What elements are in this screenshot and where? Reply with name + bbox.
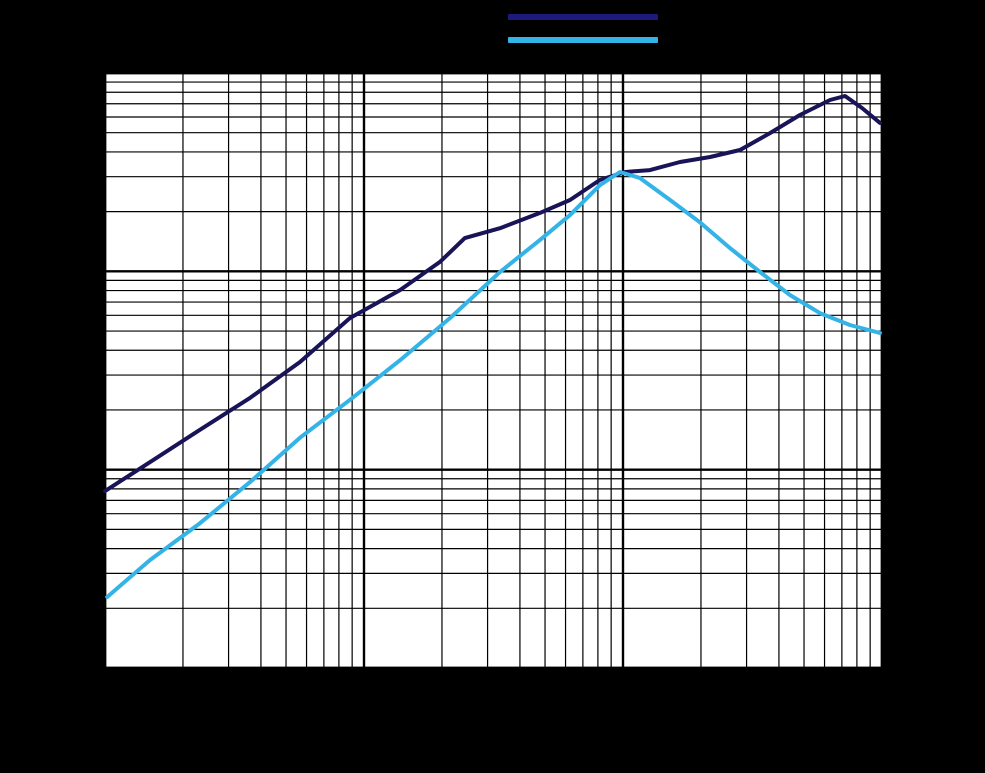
- legend-item-dark-navy: [508, 14, 668, 20]
- plot-border: [103, 71, 884, 670]
- series-line-dark-navy: [103, 94, 882, 494]
- chart-legend: [508, 14, 668, 43]
- legend-item-light-blue: [508, 37, 668, 43]
- plot-background: [105, 73, 882, 668]
- series-line-light-blue: [105, 170, 882, 599]
- legend-swatch-light-blue: [508, 37, 658, 43]
- legend-swatch-dark-navy: [508, 14, 658, 20]
